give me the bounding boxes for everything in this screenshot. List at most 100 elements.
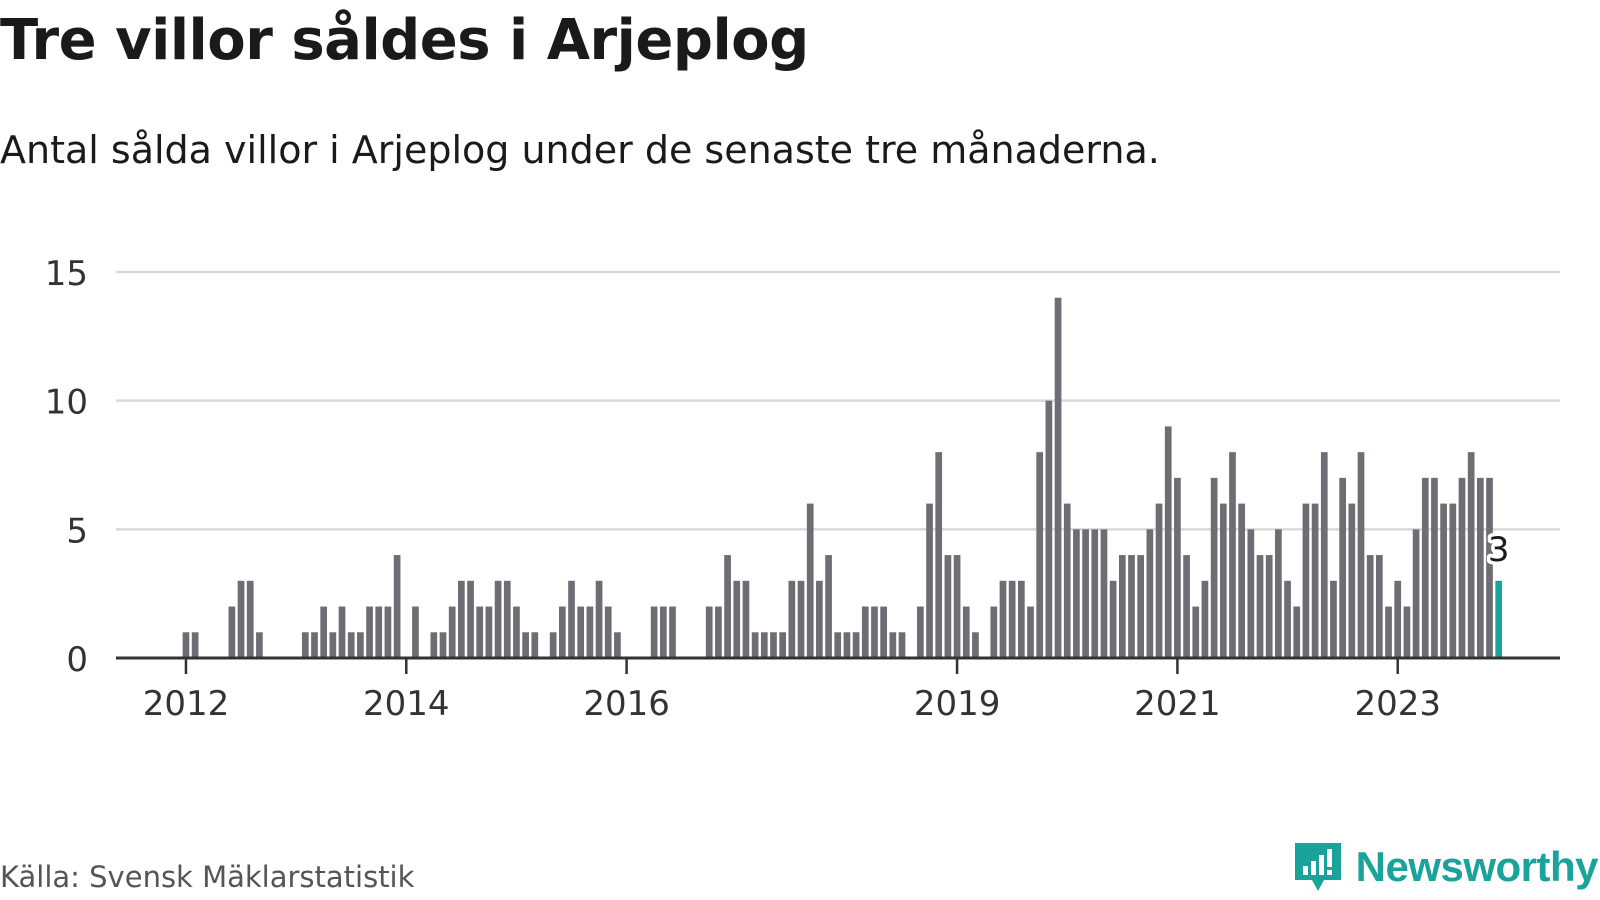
bar — [1238, 503, 1246, 658]
brand-name: Newsworthy — [1355, 843, 1599, 890]
gridlines — [116, 270, 1560, 531]
bar — [861, 606, 869, 658]
bar — [1137, 555, 1145, 658]
bar — [953, 555, 961, 658]
bar — [568, 580, 575, 658]
bar — [797, 580, 805, 658]
bar — [669, 606, 676, 658]
bar — [366, 606, 373, 658]
bar — [549, 632, 557, 658]
bar — [1348, 503, 1356, 658]
chart-subtitle: Antal sålda villor i Arjeplog under de s… — [0, 128, 1160, 172]
bar — [770, 632, 777, 658]
bar — [485, 606, 493, 658]
bar — [347, 632, 355, 658]
bar — [246, 580, 254, 658]
bar — [1293, 606, 1301, 658]
bar — [1320, 452, 1328, 658]
bar — [926, 503, 933, 658]
bar — [604, 606, 612, 658]
bar — [1330, 580, 1337, 658]
bar — [494, 580, 502, 658]
bar — [852, 632, 860, 658]
bar — [329, 632, 337, 658]
bar — [513, 606, 520, 658]
bar — [191, 632, 199, 658]
bar — [806, 503, 814, 658]
bar — [1247, 529, 1255, 658]
bar — [522, 632, 529, 658]
bar — [1412, 529, 1420, 658]
bar — [1311, 503, 1319, 658]
bar — [944, 555, 952, 658]
bar — [357, 632, 364, 658]
newsworthy-chart-icon — [1294, 843, 1341, 891]
bar — [320, 606, 328, 658]
bar — [393, 555, 401, 658]
x-tick-label: 2023 — [1354, 684, 1441, 724]
bar — [1229, 452, 1236, 658]
bar — [999, 580, 1007, 658]
y-tick-label: 10 — [45, 383, 88, 423]
bar — [1357, 452, 1365, 658]
bar — [531, 632, 539, 658]
bar — [1275, 529, 1282, 658]
y-tick-label: 5 — [66, 511, 88, 551]
bar — [586, 606, 594, 658]
bar — [1403, 606, 1411, 658]
bar — [439, 632, 447, 658]
bar — [1366, 555, 1374, 658]
bar — [1210, 477, 1218, 658]
bar — [1376, 555, 1383, 658]
bar — [1008, 580, 1016, 658]
bar — [237, 580, 245, 658]
bar — [935, 452, 943, 658]
y-tick-label: 15 — [45, 254, 88, 294]
bar — [1449, 503, 1457, 658]
bar — [962, 606, 970, 658]
bar-highlight — [1495, 580, 1503, 658]
bar — [1174, 477, 1181, 658]
bar — [476, 606, 484, 658]
newsworthy-logo[interactable]: Newsworthy — [1292, 840, 1599, 894]
bar — [430, 632, 438, 658]
bar — [614, 632, 621, 658]
bar — [889, 632, 897, 658]
bar — [779, 632, 787, 658]
bar — [558, 606, 566, 658]
bar — [467, 580, 474, 658]
chart-title: Tre villor såldes i Arjeplog — [0, 8, 809, 73]
bar — [659, 606, 667, 658]
x-tick-label: 2019 — [914, 684, 1001, 724]
bar — [917, 606, 924, 658]
bar — [742, 580, 750, 658]
bar — [1385, 606, 1392, 658]
bar — [834, 632, 842, 658]
bar — [1109, 580, 1117, 658]
bar — [1431, 477, 1438, 658]
bar — [760, 632, 768, 658]
bar — [577, 606, 585, 658]
bar — [1339, 477, 1346, 658]
bar — [825, 555, 832, 658]
bar — [412, 606, 419, 658]
bar — [503, 580, 511, 658]
bar — [788, 580, 796, 658]
bar — [1201, 580, 1209, 658]
bar — [1164, 426, 1172, 658]
bar — [458, 580, 465, 658]
bar-chart: 0 5 10 15 2012 2014 2016 2019 2021 2023 3 — [45, 254, 1560, 724]
bar — [1421, 477, 1429, 658]
labels: 0 5 10 15 2012 2014 2016 2019 2021 2023 3 — [45, 254, 1513, 724]
bar — [843, 632, 851, 658]
axes — [116, 656, 1560, 674]
bar — [1073, 529, 1080, 658]
bar — [1082, 529, 1089, 658]
source-note: Källa: Svensk Mäklarstatistik — [0, 860, 415, 894]
bar — [256, 632, 263, 658]
bars — [182, 297, 1503, 658]
bar — [1486, 477, 1493, 658]
bar — [1265, 555, 1273, 658]
bar — [751, 632, 759, 658]
bar — [733, 580, 741, 658]
